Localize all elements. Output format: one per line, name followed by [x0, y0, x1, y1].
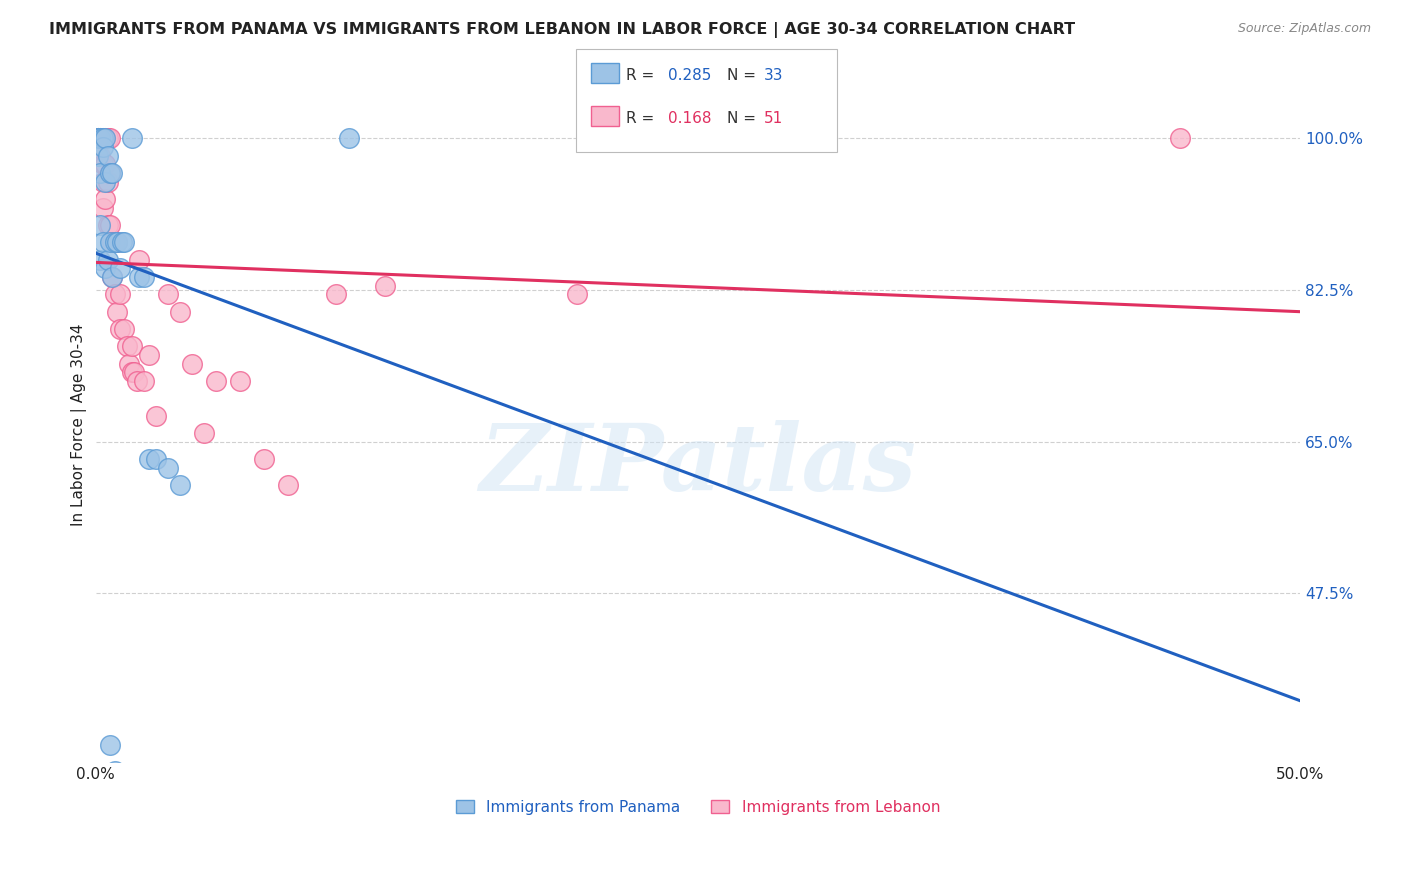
Text: R =: R = [626, 111, 659, 126]
Point [104, 235, 127, 250]
Text: 51: 51 [763, 111, 783, 126]
Point [89, 131, 111, 145]
Point [156, 460, 179, 475]
Point [98, 738, 121, 752]
Point [98, 235, 121, 250]
Point [94, 157, 117, 171]
Point [105, 235, 128, 250]
Point [89, 131, 111, 145]
Point [132, 270, 155, 285]
Point [98, 166, 121, 180]
Legend: Immigrants from Panama, Immigrants from Lebanon: Immigrants from Panama, Immigrants from … [449, 792, 948, 822]
Point [94, 175, 117, 189]
Point [91, 175, 114, 189]
Point [91, 157, 114, 171]
Point [229, 374, 252, 388]
Point [181, 357, 204, 371]
Point [89, 218, 111, 232]
Point [89, 131, 111, 145]
Point [105, 235, 128, 250]
Point [98, 166, 121, 180]
Point [145, 409, 167, 423]
Text: R =: R = [626, 68, 659, 83]
Point [325, 287, 347, 301]
Point [101, 166, 124, 180]
Point [169, 304, 191, 318]
Point [101, 270, 124, 285]
Point [89, 166, 111, 180]
Point [121, 365, 143, 379]
Point [89, 149, 111, 163]
Y-axis label: In Labor Force | Age 30-34: In Labor Force | Age 30-34 [72, 323, 87, 525]
Point [89, 252, 111, 267]
Point [108, 287, 131, 301]
Point [205, 374, 228, 388]
Text: ZIPatlas: ZIPatlas [479, 420, 917, 510]
Point [91, 140, 114, 154]
Text: 0.285: 0.285 [668, 68, 711, 83]
Text: 0.168: 0.168 [668, 111, 711, 126]
Point [94, 131, 117, 145]
Point [94, 131, 117, 145]
Point [122, 365, 145, 379]
Point [98, 131, 121, 145]
Point [91, 131, 114, 145]
Point [108, 322, 131, 336]
Point [104, 287, 127, 301]
Point [101, 235, 124, 250]
Point [91, 235, 114, 250]
Point [97, 218, 120, 232]
Point [169, 478, 191, 492]
Point [567, 287, 589, 301]
Point [101, 270, 124, 285]
Text: 33: 33 [763, 68, 783, 83]
Point [105, 304, 128, 318]
Point [138, 348, 160, 362]
Point [87, 131, 110, 145]
Point [91, 131, 114, 145]
Point [156, 287, 179, 301]
Point [97, 175, 120, 189]
Point [1168, 131, 1191, 145]
Point [193, 425, 215, 440]
Point [94, 261, 117, 276]
Point [87, 131, 110, 145]
Point [121, 339, 143, 353]
Point [337, 131, 360, 145]
Point [108, 261, 131, 276]
Point [145, 452, 167, 467]
Point [97, 149, 120, 163]
Point [125, 374, 148, 388]
Point [97, 252, 120, 267]
Point [97, 131, 120, 145]
Point [104, 764, 127, 778]
Point [111, 235, 134, 250]
Point [121, 131, 143, 145]
Text: Source: ZipAtlas.com: Source: ZipAtlas.com [1237, 22, 1371, 36]
Point [89, 131, 111, 145]
Point [128, 252, 150, 267]
Point [98, 218, 121, 232]
Point [128, 270, 150, 285]
Point [87, 131, 110, 145]
Point [114, 235, 136, 250]
Point [87, 131, 110, 145]
Point [104, 235, 127, 250]
Text: IMMIGRANTS FROM PANAMA VS IMMIGRANTS FROM LEBANON IN LABOR FORCE | AGE 30-34 COR: IMMIGRANTS FROM PANAMA VS IMMIGRANTS FRO… [49, 22, 1076, 38]
Point [374, 278, 396, 293]
Point [87, 131, 110, 145]
Point [253, 452, 276, 467]
Text: N =: N = [727, 111, 761, 126]
Point [87, 149, 110, 163]
Point [277, 478, 299, 492]
Point [94, 192, 117, 206]
Point [91, 201, 114, 215]
Point [118, 357, 141, 371]
Point [138, 452, 160, 467]
Point [114, 322, 136, 336]
Point [87, 131, 110, 145]
Point [132, 374, 155, 388]
Point [115, 339, 138, 353]
Text: N =: N = [727, 68, 761, 83]
